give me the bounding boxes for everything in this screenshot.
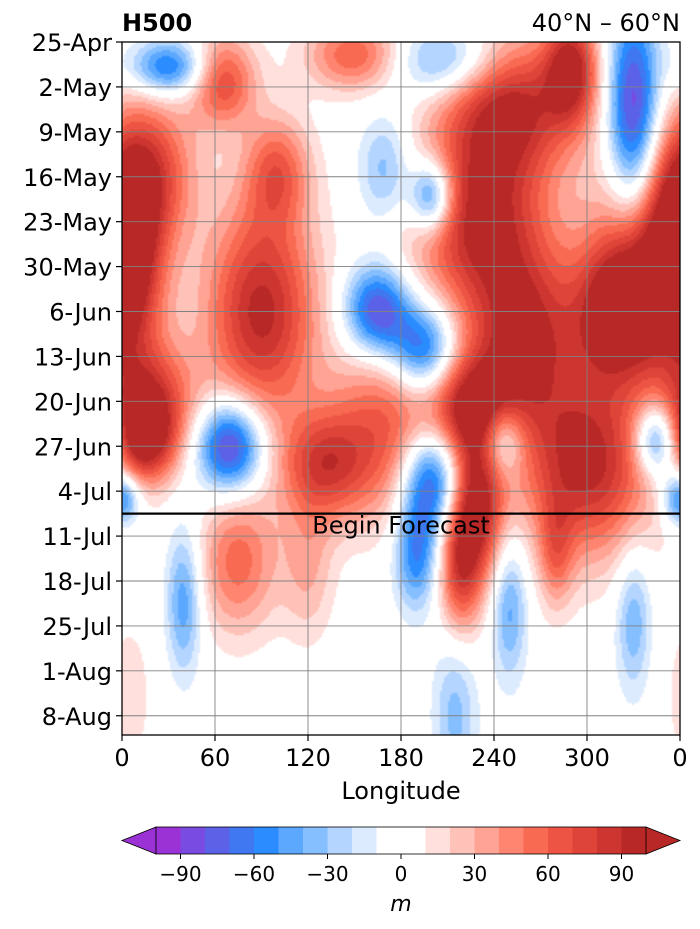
colorbar-segment [352,827,377,854]
title-left: H500 [122,9,192,37]
colorbar-segment [376,827,426,854]
y-axis: 25-Apr 2-May 9-May 16-May 23-May 30-May 6-Jun 1… [23,29,122,731]
y-tick-label: 27-Jun [34,433,112,461]
x-tick-label: 180 [378,744,424,772]
colorbar-segment [254,827,279,854]
y-tick-label: 9-May [38,119,112,147]
colorbar: −90 −60 −30 0 30 60 90 [120,826,682,886]
title-right: 40°N – 60°N [532,9,680,37]
colorbar-segment [450,827,475,854]
colorbar-segment [303,827,328,854]
x-tick-label: 60 [200,744,231,772]
colorbar-segment [425,827,451,854]
y-tick-label: 1-Aug [42,658,112,686]
colorbar-extend-low [120,826,157,855]
y-tick-label: 4-Jul [58,478,112,506]
y-tick-label: 13-Jun [34,343,112,371]
colorbar-segment [523,827,549,854]
colorbar-extend-high [645,826,682,855]
colorbar-segment [474,827,500,854]
y-tick-label: 18-Jul [43,568,113,596]
x-tick-label: 0 [114,744,129,772]
colorbar-tick-label: 60 [535,862,560,886]
colorbar-segment [156,827,181,854]
x-axis: 0 60 120 180 240 300 0 [114,735,688,772]
colorbar-segment [572,827,598,854]
colorbar-label: m [390,892,411,917]
grid-lines [122,42,680,735]
colorbar-segment [597,827,622,854]
colorbar-tick-label: 90 [609,862,634,886]
x-tick-label: 300 [564,744,610,772]
colorbar-tick-label: −60 [233,862,275,886]
colorbar-tick-label: 30 [462,862,487,886]
colorbar-tick-label: −90 [159,862,201,886]
colorbar-segment [180,827,206,854]
x-axis-label: Longitude [341,777,460,805]
x-tick-label: 120 [285,744,331,772]
forecast-label: Begin Forecast [312,512,490,540]
colorbar-segment [278,827,304,854]
y-tick-label: 25-Apr [32,29,112,57]
colorbar-segment [621,827,647,854]
x-tick-label: 0 [672,744,687,772]
colorbar-segment [548,827,573,854]
colorbar-segment [327,827,353,854]
colorbar-segment [229,827,255,854]
x-tick-label: 240 [471,744,517,772]
y-tick-label: 23-May [23,209,112,237]
y-tick-label: 16-May [23,164,112,192]
y-tick-label: 20-Jun [34,388,112,416]
y-tick-label: 11-Jul [43,523,113,551]
y-tick-label: 25-Jul [43,613,113,641]
colorbar-tick-label: −30 [306,862,348,886]
colorbar-segment [499,827,524,854]
colorbar-tick-label: 0 [395,862,408,886]
y-tick-label: 30-May [23,254,112,282]
y-tick-label: 8-Aug [42,703,112,731]
y-tick-label: 2-May [38,74,112,102]
colorbar-segment [205,827,230,854]
y-tick-label: 6-Jun [49,299,112,327]
